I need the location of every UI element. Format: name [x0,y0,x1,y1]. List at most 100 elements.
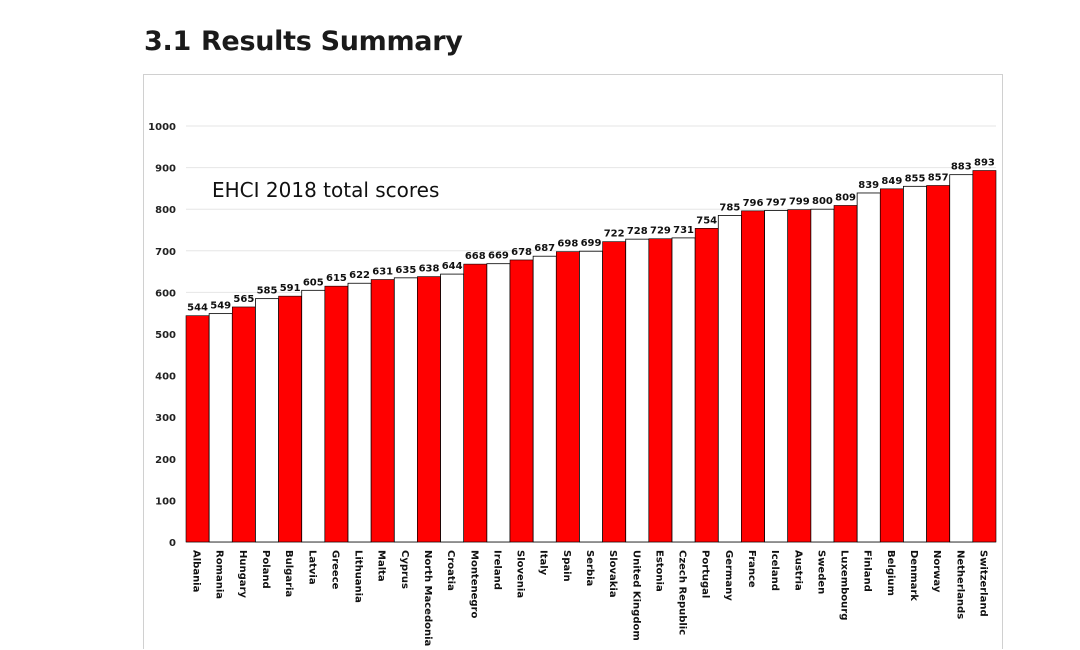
data-label: 687 [534,243,555,254]
section-number: 3.1 [144,26,191,57]
data-label: 797 [766,197,787,208]
bar-iceland [764,210,789,543]
data-label: 785 [719,202,740,213]
y-axis-ticks: 0 100 200 300 400 500 600 700 800 900 1000 [148,122,176,549]
y-tick-label: 0 [169,538,176,549]
category-label: United Kingdom [630,550,641,641]
category-label: Lithuania [353,550,364,603]
bar-spain [555,251,580,543]
bar-germany [717,215,742,543]
section-title: Results Summary [200,26,463,57]
category-label: Luxembourg [839,550,850,620]
bar-poland [255,298,279,543]
data-label: 622 [349,270,370,281]
data-label: 857 [928,172,949,183]
category-label: Norway [931,550,942,593]
category-label: Finland [862,550,873,592]
category-label: Poland [260,550,271,589]
bar-north-macedonia [417,276,441,543]
bar-croatia [440,273,465,543]
y-tick-label: 100 [155,496,176,507]
bar-switzerland [972,170,997,543]
bar-hungary [231,306,256,543]
y-tick-label: 200 [155,455,176,466]
category-label: Czech Republic [677,550,688,635]
data-label: 893 [974,158,995,169]
category-label: Serbia [584,550,595,586]
category-label: Montenegro [468,550,479,618]
category-label: Bulgaria [283,550,294,597]
y-tick-label: 1000 [148,122,176,133]
category-label: Germany [723,550,734,601]
category-label: Austria [792,550,803,591]
category-label: Spain [561,550,572,582]
bar-belgium [879,188,904,543]
y-tick-label: 600 [155,288,176,299]
data-label: 855 [905,173,926,184]
data-label: 638 [419,264,440,275]
data-label: 839 [858,180,879,191]
bar-czech-republic [671,237,696,543]
bar-norway [926,185,951,543]
category-label: Romania [214,550,225,599]
category-label: Cyprus [399,550,410,589]
bar-estonia [648,238,673,543]
data-label: 585 [257,286,278,297]
category-label: Greece [329,550,340,590]
bar-serbia [579,250,603,543]
data-label: 800 [812,196,833,207]
data-label: 809 [835,192,856,203]
category-label: Ireland [491,550,502,590]
chart-frame: 0 100 200 300 400 500 600 700 800 900 1000 544 549 5… [143,74,1003,649]
bar-malta [370,279,395,543]
category-label: Albania [191,550,202,592]
data-label: 699 [581,238,602,249]
category-label: Latvia [306,550,317,585]
category-label: Slovenia [515,550,526,598]
category-label: Hungary [237,550,248,598]
data-label: 678 [511,247,532,258]
category-labels: Albania Romania Hungary Poland Bulgaria Latvi… [191,550,989,646]
category-label: North Macedonia [422,550,433,646]
data-label: 728 [627,226,648,237]
data-label: 549 [210,301,231,312]
bar-italy [532,255,557,543]
y-tick-label: 500 [155,330,176,341]
y-tick-label: 700 [155,247,176,258]
category-label: Switzerland [977,550,988,617]
data-label: 883 [951,162,972,173]
bar-lithuania [347,282,372,543]
bar-romania [208,313,233,543]
bar-slovenia [509,259,534,543]
category-label: France [746,550,757,588]
data-label: 669 [488,251,509,262]
data-label: 544 [187,303,208,314]
data-label: 591 [280,283,301,294]
data-label: 754 [696,215,717,226]
category-label: Malta [376,550,387,582]
category-label: Italy [538,550,549,576]
y-tick-label: 300 [155,413,176,424]
bar-slovakia [602,241,627,543]
bar-bulgaria [278,295,303,543]
y-tick-label: 800 [155,205,176,216]
page-heading: 3.1 Results Summary [144,26,463,57]
bars [185,170,997,543]
data-label: 731 [673,225,694,236]
bar-portugal [694,228,719,543]
data-label: 729 [650,226,671,237]
category-label: Netherlands [954,550,965,619]
data-label: 668 [465,251,486,262]
bar-montenegro [463,263,488,543]
category-label: Croatia [445,550,456,591]
category-label: Sweden [815,550,826,594]
data-label: 796 [743,198,764,209]
bar-sweden [810,208,835,543]
bar-ireland [486,263,511,543]
data-label: 644 [442,261,463,272]
bar-netherlands [949,174,974,543]
category-label: Portugal [700,550,711,598]
data-label: 849 [881,176,902,187]
category-label: Belgium [885,550,896,596]
